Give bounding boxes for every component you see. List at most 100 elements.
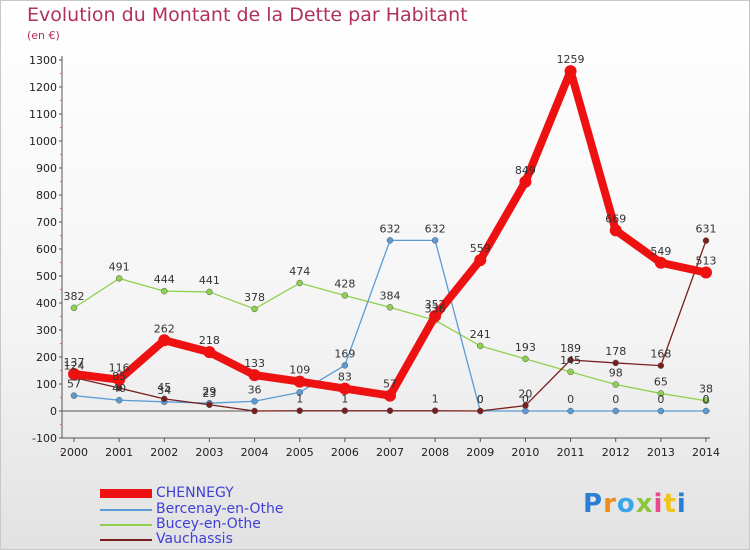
data-label: 57 bbox=[67, 378, 81, 391]
legend-label: Vauchassis bbox=[156, 531, 233, 547]
y-tick-label: 1000 bbox=[29, 135, 57, 148]
data-point bbox=[657, 362, 665, 369]
data-point bbox=[700, 266, 712, 279]
data-point bbox=[338, 382, 351, 395]
data-point bbox=[702, 407, 710, 415]
data-label: 1 bbox=[432, 393, 439, 406]
logo-letter: P bbox=[583, 489, 604, 519]
data-point bbox=[474, 254, 487, 267]
data-point bbox=[567, 356, 574, 364]
data-label: 178 bbox=[605, 345, 626, 358]
data-label: 384 bbox=[380, 289, 401, 302]
data-label: 441 bbox=[199, 274, 220, 287]
data-label: 1259 bbox=[557, 53, 585, 66]
data-label: 168 bbox=[650, 348, 671, 361]
y-tick-label: 900 bbox=[36, 162, 57, 175]
data-label: 632 bbox=[425, 222, 446, 235]
y-tick-label: 200 bbox=[36, 351, 57, 364]
x-tick-label: 2002 bbox=[150, 446, 178, 459]
logo-letter: i bbox=[653, 489, 664, 519]
x-tick-label: 2012 bbox=[602, 446, 630, 459]
data-label: 336 bbox=[425, 302, 446, 315]
logo-letter: t bbox=[663, 489, 677, 519]
data-label: 40 bbox=[112, 382, 126, 395]
data-point bbox=[251, 398, 258, 405]
proxiti-logo: Proxiti bbox=[583, 489, 687, 519]
data-label: 669 bbox=[605, 212, 626, 225]
y-tick-label: 1300 bbox=[29, 54, 57, 67]
legend-swatch bbox=[100, 539, 152, 541]
legend-swatch bbox=[100, 489, 152, 498]
data-point bbox=[158, 334, 171, 347]
data-point bbox=[293, 375, 306, 388]
data-label: 1 bbox=[296, 393, 303, 406]
series-layer bbox=[68, 65, 712, 415]
data-label: 36 bbox=[248, 383, 262, 396]
data-point bbox=[564, 65, 577, 78]
data-point bbox=[251, 407, 258, 415]
data-point bbox=[68, 368, 80, 381]
x-tick-label: 2004 bbox=[241, 446, 269, 459]
data-point bbox=[115, 275, 123, 282]
x-tick-label: 2000 bbox=[60, 446, 88, 459]
y-tick-label: 1200 bbox=[29, 81, 57, 94]
data-point bbox=[384, 389, 396, 402]
data-label: 631 bbox=[696, 223, 717, 236]
data-point bbox=[522, 407, 529, 415]
data-point bbox=[341, 362, 349, 369]
data-label: 116 bbox=[109, 362, 130, 375]
data-label: 549 bbox=[650, 245, 671, 258]
y-tick-label: 600 bbox=[36, 243, 57, 256]
data-label: 20 bbox=[518, 388, 532, 401]
data-label: 0 bbox=[567, 393, 574, 406]
data-point bbox=[296, 279, 303, 287]
data-point bbox=[341, 407, 349, 414]
data-label: 189 bbox=[560, 342, 581, 355]
y-tick-label: 800 bbox=[36, 189, 57, 202]
y-tick-label: 500 bbox=[36, 270, 57, 283]
data-label: 45 bbox=[157, 381, 171, 394]
y-tick-label: -100 bbox=[32, 432, 57, 445]
data-point bbox=[206, 288, 213, 296]
data-point bbox=[115, 396, 123, 404]
data-label: 0 bbox=[612, 393, 619, 406]
data-label: 38 bbox=[699, 383, 713, 396]
data-label: 491 bbox=[109, 260, 130, 273]
x-tick-label: 2009 bbox=[466, 446, 494, 459]
data-point bbox=[431, 407, 439, 414]
data-point bbox=[251, 305, 258, 313]
x-tick-label: 2013 bbox=[647, 446, 675, 459]
x-tick-label: 2011 bbox=[557, 446, 585, 459]
data-point bbox=[341, 292, 349, 299]
y-tick-label: 300 bbox=[36, 324, 57, 337]
data-label: 23 bbox=[202, 387, 216, 400]
data-label: 0 bbox=[657, 393, 664, 406]
data-label: 29 bbox=[202, 385, 216, 398]
data-point bbox=[386, 304, 394, 311]
x-tick-label: 2007 bbox=[376, 446, 404, 459]
data-label: 378 bbox=[244, 291, 265, 304]
data-label: 124 bbox=[64, 360, 85, 373]
legend-swatch bbox=[100, 524, 152, 526]
data-point bbox=[161, 287, 168, 295]
legend-label: Bercenay-en-Othe bbox=[156, 501, 284, 517]
data-point bbox=[654, 256, 667, 269]
data-point bbox=[522, 355, 529, 363]
data-point bbox=[296, 407, 303, 414]
data-label: 1 bbox=[341, 393, 348, 406]
data-label: 0 bbox=[477, 393, 484, 406]
legend-label: CHENNEGY bbox=[156, 485, 234, 501]
data-label: 241 bbox=[470, 328, 491, 341]
data-point bbox=[609, 224, 622, 237]
logo-letter: r bbox=[603, 489, 617, 519]
chart-unit: (en €) bbox=[27, 29, 60, 42]
data-label: 218 bbox=[199, 334, 220, 347]
data-label: 352 bbox=[425, 298, 446, 311]
x-tick-label: 2003 bbox=[195, 446, 223, 459]
data-point bbox=[702, 397, 710, 404]
data-point bbox=[519, 175, 532, 188]
data-label: 382 bbox=[64, 290, 85, 303]
